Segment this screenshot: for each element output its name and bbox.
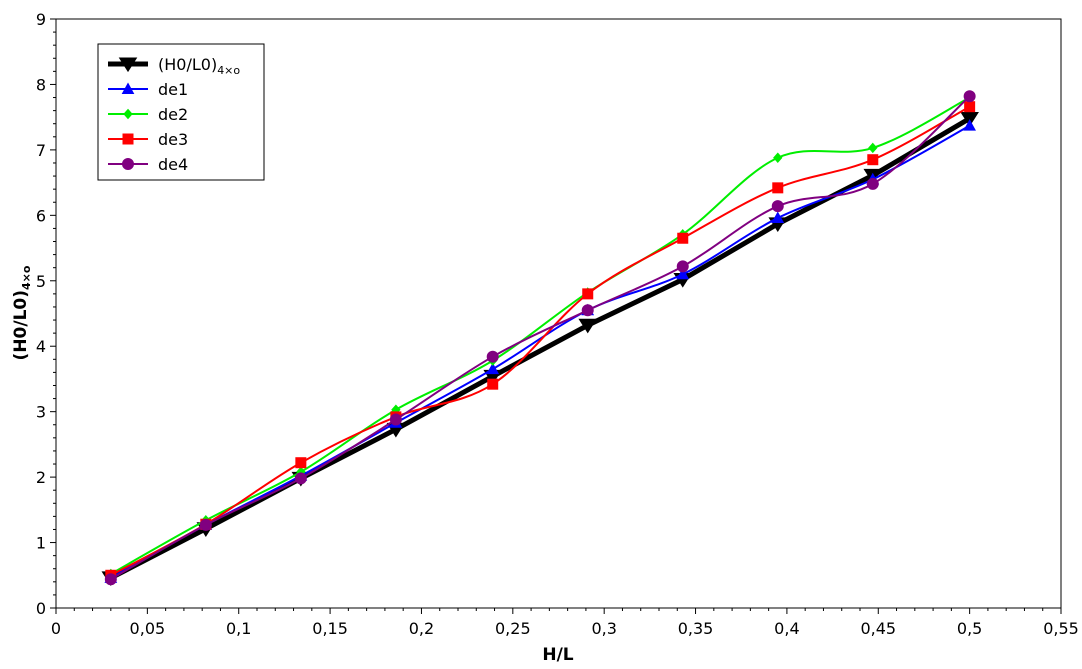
x-axis-title: H/L xyxy=(542,645,573,665)
legend-item: (H0/L0)4×o xyxy=(108,55,240,77)
x-tick-label: 0,5 xyxy=(957,619,982,638)
data-point xyxy=(960,111,979,127)
legend-swatch-marker xyxy=(122,133,134,145)
x-tick-label: 0,1 xyxy=(226,619,251,638)
legend-swatch-marker xyxy=(122,158,134,170)
legend-label-main: (H0/L0) xyxy=(158,55,217,74)
x-tick-label: 0,15 xyxy=(312,619,348,638)
y-axis-ticks: 0 1 2 3 4 5 6 7 8 9 xyxy=(36,10,56,618)
data-point xyxy=(867,154,879,166)
series-line xyxy=(110,96,971,575)
data-point xyxy=(582,288,594,300)
data-point xyxy=(964,101,976,113)
y-tick-label: 3 xyxy=(36,403,46,422)
y-tick-label: 9 xyxy=(36,10,46,29)
legend-label-main: de3 xyxy=(158,130,188,149)
y-tick-label: 5 xyxy=(36,272,46,291)
data-point xyxy=(677,232,689,244)
data-point xyxy=(866,177,879,190)
series-layer xyxy=(101,90,979,587)
y-tick-label: 2 xyxy=(36,468,46,487)
x-tick-label: 0,05 xyxy=(130,619,166,638)
y-axis-title: (H0/L0)4×o xyxy=(11,265,33,360)
legend-item: de3 xyxy=(108,130,188,149)
series-line xyxy=(109,116,971,581)
y-axis-title-sub: 4×o xyxy=(20,265,33,290)
data-point xyxy=(389,413,402,426)
legend-item: de1 xyxy=(108,80,188,99)
data-point xyxy=(486,362,500,375)
data-point xyxy=(487,378,499,390)
y-tick-label: 8 xyxy=(36,75,46,94)
y-tick-label: 7 xyxy=(36,141,46,160)
legend-label-main: de4 xyxy=(158,155,188,174)
x-tick-label: 0,35 xyxy=(678,619,714,638)
y-tick-label: 0 xyxy=(36,599,46,618)
x-tick-label: 0,2 xyxy=(409,619,434,638)
data-point xyxy=(771,200,784,213)
legend-label: de4 xyxy=(158,155,188,174)
data-point xyxy=(199,518,212,531)
legend-label: de2 xyxy=(158,105,188,124)
series-line xyxy=(110,95,971,581)
y-axis-title-main: (H0/L0) xyxy=(11,290,31,360)
data-point xyxy=(771,211,785,223)
legend-label-sub: 4×o xyxy=(217,64,240,77)
x-tick-label: 0,55 xyxy=(1043,619,1079,638)
data-point xyxy=(581,304,594,317)
y-tick-label: 6 xyxy=(36,206,46,225)
series-5 xyxy=(104,90,976,586)
data-point xyxy=(963,119,976,131)
data-point xyxy=(772,182,784,194)
y-tick-label: 4 xyxy=(36,337,46,356)
data-point xyxy=(486,350,499,363)
legend-swatch-marker xyxy=(118,57,138,73)
legend-item: de2 xyxy=(108,105,188,124)
legend-label: de1 xyxy=(158,80,188,99)
data-point xyxy=(104,573,117,586)
legend-label-main: de2 xyxy=(158,105,188,124)
x-tick-label: 0,4 xyxy=(774,619,799,638)
x-axis-ticks: 0 0,05 0,1 0,15 0,2 0,25 0,3 0,35 0,4 0,45 0,5 0,55 xyxy=(51,608,1079,638)
data-point xyxy=(868,142,878,154)
x-tick-label: 0,3 xyxy=(591,619,616,638)
x-tick-label: 0 xyxy=(51,619,61,638)
data-point xyxy=(963,90,976,103)
legend-item: de4 xyxy=(108,155,188,174)
legend-swatch-marker xyxy=(123,108,133,120)
legend-items: (H0/L0)4×o de1 de2 de3 de4 xyxy=(108,55,240,174)
data-point xyxy=(294,472,307,485)
data-point xyxy=(295,457,307,469)
data-point xyxy=(578,318,598,334)
series-line xyxy=(110,105,971,577)
legend-label: (H0/L0)4×o xyxy=(158,55,240,77)
legend-label-main: de1 xyxy=(158,80,188,99)
y-tick-label: 1 xyxy=(36,534,46,553)
legend: (H0/L0)4×o de1 de2 de3 de4 xyxy=(97,43,265,181)
x-tick-label: 0,25 xyxy=(495,619,531,638)
legend-label: de3 xyxy=(158,130,188,149)
x-tick-label: 0,45 xyxy=(860,619,896,638)
data-point xyxy=(676,260,689,273)
data-point xyxy=(676,267,690,280)
legend-swatch-marker xyxy=(121,82,135,94)
series-line xyxy=(110,124,971,579)
data-point xyxy=(773,152,783,163)
